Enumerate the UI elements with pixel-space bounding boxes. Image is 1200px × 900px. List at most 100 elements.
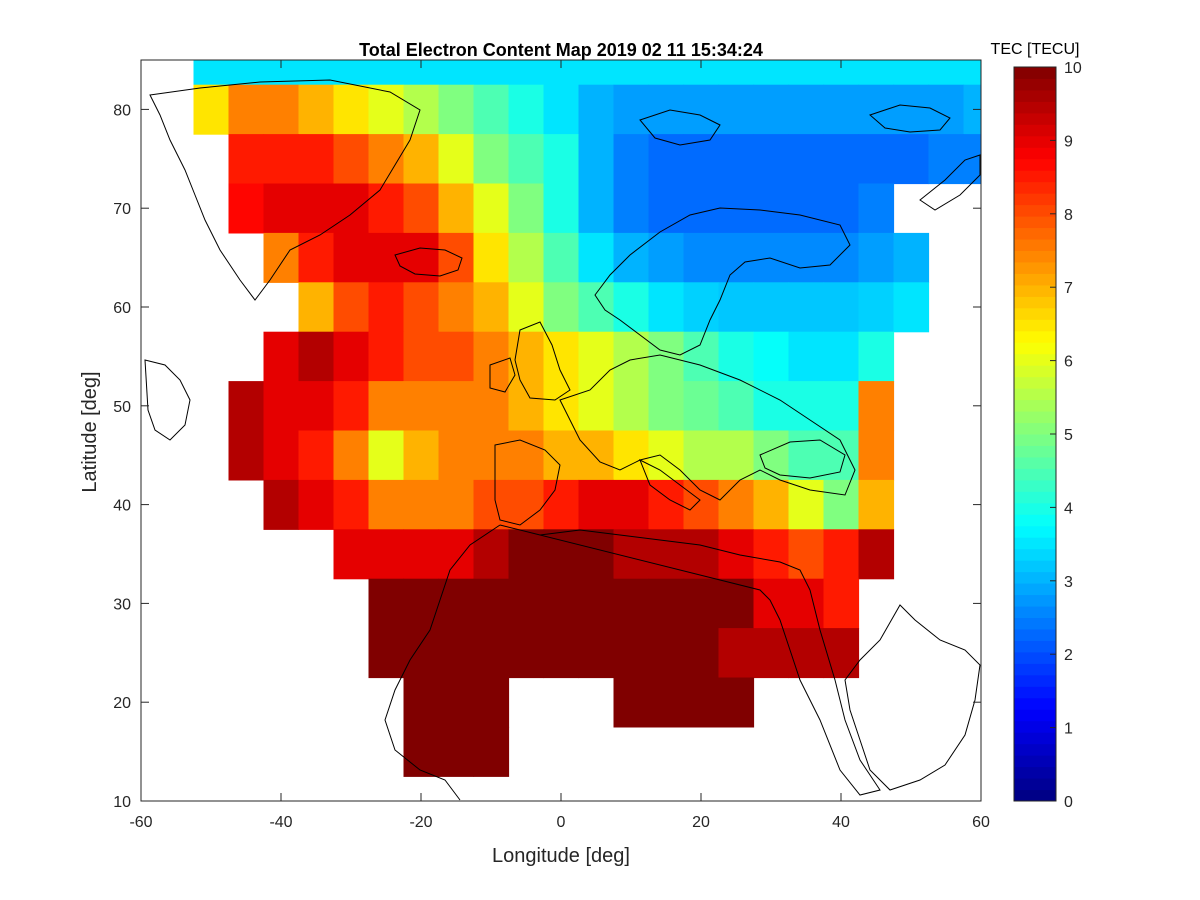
tec-cell: [823, 232, 860, 283]
colorbar-step: [1014, 525, 1056, 538]
colorbar-step: [1014, 388, 1056, 401]
colorbar-tick-label: 10: [1064, 60, 1082, 77]
colorbar-step: [1014, 342, 1056, 355]
colorbar-step: [1014, 560, 1056, 573]
colorbar-tick-label: 4: [1064, 500, 1073, 517]
tec-cell: [683, 282, 720, 333]
tec-cell: [893, 60, 930, 86]
colorbar-tick-label: 2: [1064, 647, 1073, 664]
tec-cell: [578, 578, 615, 629]
tec-cell: [928, 134, 965, 185]
colorbar-step: [1014, 353, 1056, 366]
tec-cell: [333, 282, 370, 333]
tec-cell: [718, 479, 755, 530]
tec-cell: [263, 84, 300, 135]
colorbar-tick-label: 8: [1064, 207, 1073, 224]
colorbar-step: [1014, 158, 1056, 171]
tec-cell: [683, 430, 720, 481]
coastline-ireland: [489, 357, 516, 393]
tec-cell: [508, 282, 545, 333]
tec-cell: [858, 529, 895, 580]
tec-cell: [368, 183, 405, 234]
colorbar-step: [1014, 227, 1056, 240]
tec-cell: [823, 183, 860, 234]
tec-cell: [648, 84, 685, 135]
tec-cell: [228, 60, 265, 86]
tec-cell: [823, 84, 860, 135]
tec-cell: [543, 232, 580, 283]
colorbar-step: [1014, 709, 1056, 722]
colorbar-step: [1014, 686, 1056, 699]
tec-cell: [263, 134, 300, 185]
colorbar-step: [1014, 422, 1056, 435]
colorbar-step: [1014, 296, 1056, 309]
tec-cell: [578, 282, 615, 333]
colorbar-step: [1014, 491, 1056, 504]
tec-cell: [508, 331, 545, 382]
tec-cell: [753, 183, 790, 234]
tec-cell: [823, 628, 860, 679]
tec-cell: [893, 232, 930, 283]
tec-cell: [368, 578, 405, 629]
colorbar-step: [1014, 766, 1056, 779]
tec-cell: [858, 282, 895, 333]
tec-cell: [858, 84, 895, 135]
tec-cell: [788, 183, 825, 234]
tec-cell: [368, 479, 405, 530]
tec-cell: [543, 479, 580, 530]
tec-cell: [473, 430, 510, 481]
tec-cell: [438, 331, 475, 382]
tec-cell: [648, 578, 685, 629]
colorbar-step: [1014, 399, 1056, 412]
colorbar-step: [1014, 273, 1056, 286]
tec-cell: [403, 479, 440, 530]
colorbar-step: [1014, 743, 1056, 756]
colorbar-step: [1014, 239, 1056, 251]
colorbar-step: [1014, 284, 1056, 297]
tec-cell: [858, 479, 895, 530]
coastline-svalbard: [639, 109, 721, 146]
tec-cell: [403, 282, 440, 333]
tec-cell: [753, 134, 790, 185]
tec-cell: [578, 60, 615, 86]
tec-cell: [298, 331, 335, 382]
tec-cell: [718, 578, 755, 629]
tec-cell: [578, 183, 615, 234]
coastline-scandinavia: [594, 207, 851, 356]
tec-cell: [578, 381, 615, 432]
tec-cell: [788, 479, 825, 530]
tec-cell: [368, 60, 405, 86]
y-tick-label: 50: [113, 399, 131, 416]
tec-cell: [823, 479, 860, 530]
tec-cell: [438, 726, 475, 777]
colorbar-step: [1014, 78, 1056, 91]
tec-cell: [298, 479, 335, 530]
tec-cell: [683, 578, 720, 629]
tec-cell: [718, 60, 755, 86]
tec-heatmap: [193, 60, 981, 777]
x-tick-label: -40: [269, 814, 292, 831]
coastline-arabia: [844, 604, 981, 791]
tec-cell: [578, 331, 615, 382]
tec-cell: [473, 726, 510, 777]
tec-cell: [333, 529, 370, 580]
tec-cell: [228, 430, 265, 481]
tec-cell: [438, 60, 475, 86]
colorbar-step: [1014, 112, 1056, 125]
tec-cell: [438, 282, 475, 333]
tec-cell: [963, 84, 981, 135]
tec-cell: [438, 232, 475, 283]
tec-cell: [788, 60, 825, 86]
tec-cell: [473, 529, 510, 580]
tec-cell: [893, 84, 930, 135]
tec-cell: [788, 331, 825, 382]
tec-cell: [438, 529, 475, 580]
colorbar-tick-label: 0: [1064, 794, 1073, 811]
tec-cell: [543, 84, 580, 135]
x-tick-label: 20: [692, 814, 710, 831]
tec-cell: [298, 134, 335, 185]
y-tick-label: 40: [113, 498, 131, 515]
tec-cell: [263, 479, 300, 530]
colorbar-step: [1014, 778, 1056, 791]
